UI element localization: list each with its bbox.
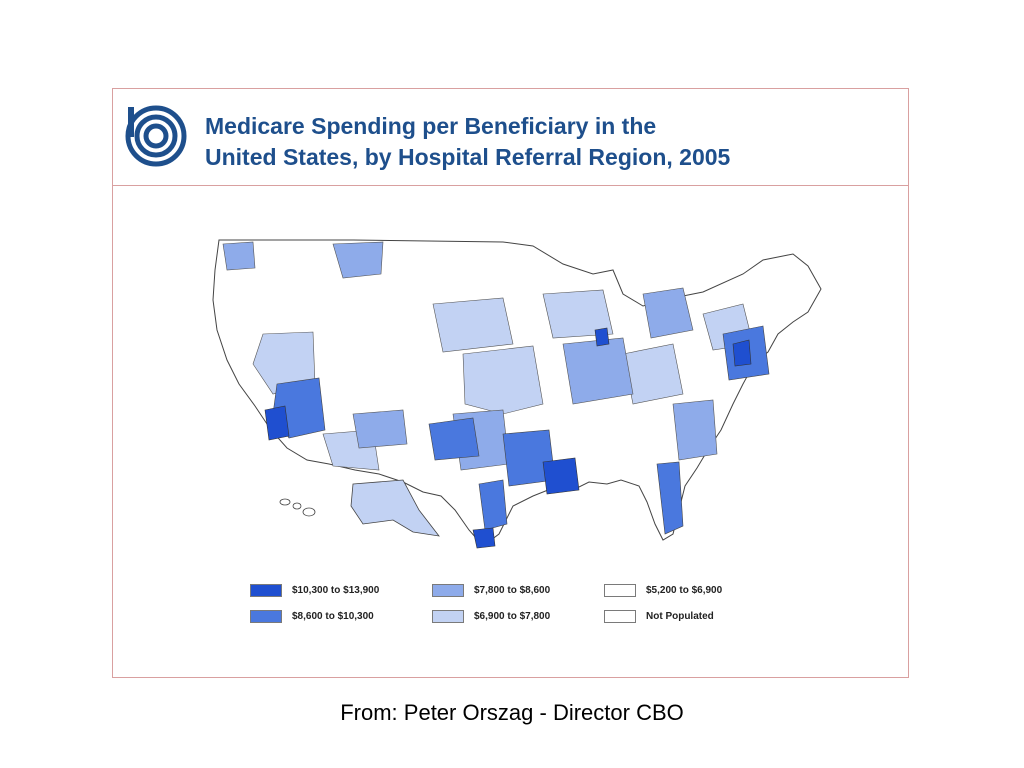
title-line-2: United States, by Hospital Referral Regi… (205, 144, 731, 170)
regions-light (252, 289, 754, 471)
legend-label: $6,900 to $7,800 (474, 610, 551, 622)
legend-swatch (604, 609, 636, 623)
us-hrr-map (212, 239, 822, 549)
map-legend: $10,300 to $13,900 $8,600 to $10,300 $7,… (250, 581, 750, 631)
legend-item: Not Populated (604, 607, 714, 625)
slide-frame: Medicare Spending per Beneficiary in the… (112, 88, 909, 678)
legend-item: $8,600 to $10,300 (250, 607, 374, 625)
legend-item: $10,300 to $13,900 (250, 581, 379, 599)
legend-swatch (432, 583, 464, 597)
header: Medicare Spending per Beneficiary in the… (113, 89, 908, 186)
legend-swatch (250, 609, 282, 623)
legend-label: $10,300 to $13,900 (292, 584, 380, 596)
source-caption: From: Peter Orszag - Director CBO (340, 700, 684, 725)
legend-item: $7,800 to $8,600 (432, 581, 550, 599)
title-line-1: Medicare Spending per Beneficiary in the (205, 113, 657, 139)
legend-label: Not Populated (646, 610, 714, 622)
legend-label: $7,800 to $8,600 (474, 584, 551, 596)
legend-swatch (250, 583, 282, 597)
regions-medium-light (222, 241, 718, 471)
legend-item: $5,200 to $6,900 (604, 581, 722, 599)
legend-label: $8,600 to $10,300 (292, 610, 374, 622)
page-title: Medicare Spending per Beneficiary in the… (205, 111, 730, 173)
legend-swatch (432, 609, 464, 623)
legend-swatch (604, 583, 636, 597)
legend-label: $5,200 to $6,900 (646, 584, 723, 596)
legend-item: $6,900 to $7,800 (432, 607, 550, 625)
regions-dark (264, 327, 752, 549)
hawaii-region (279, 498, 316, 517)
cbo-logo-icon (125, 105, 187, 167)
alaska-region (350, 479, 440, 537)
